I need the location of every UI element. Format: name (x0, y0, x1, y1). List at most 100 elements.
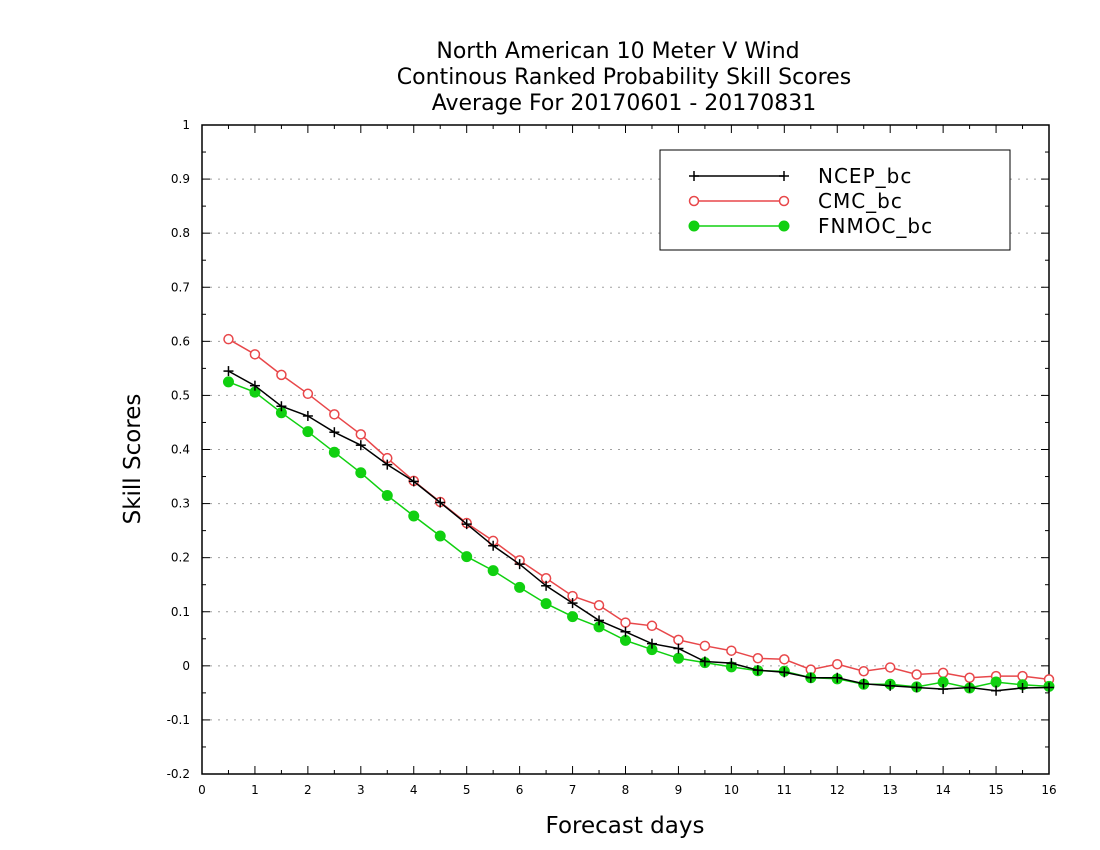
chart-title-line-3: Average For 20170601 - 20170831 (432, 91, 817, 116)
data-point-ncep-bc (567, 598, 578, 609)
data-point-ncep-bc (382, 459, 393, 470)
data-point-ncep-bc (355, 440, 366, 451)
x-tick-label: 7 (569, 783, 577, 797)
y-tick-label: 0.5 (171, 388, 190, 402)
y-tick-label: 0.9 (171, 172, 190, 186)
data-point-cmc-bc (937, 667, 949, 679)
data-point-ncep-bc (726, 658, 737, 669)
y-tick-label: -0.2 (167, 767, 190, 781)
legend-label-fnmoc-bc: FNMOC_bc (818, 214, 933, 238)
data-point-ncep-bc (514, 559, 525, 570)
data-point-fnmoc-bc (540, 598, 552, 610)
x-tick-label: 2 (304, 783, 312, 797)
data-point-fnmoc-bc (381, 489, 393, 501)
data-point-ncep-bc (699, 656, 710, 667)
data-point-cmc-bc (726, 645, 737, 656)
y-axis-label: Skill Scores (120, 394, 146, 525)
x-tick-label: 12 (830, 783, 845, 797)
data-point-cmc-bc (620, 617, 631, 628)
data-point-ncep-bc (752, 665, 763, 676)
data-point-ncep-bc (673, 643, 684, 654)
data-point-ncep-bc (1017, 683, 1028, 694)
x-tick-label: 0 (198, 783, 206, 797)
y-tick-label: 0.3 (171, 497, 190, 511)
chart-title-line-2: Continous Ranked Probability Skill Score… (397, 65, 851, 90)
data-point-fnmoc-bc (302, 426, 314, 438)
x-tick-label: 5 (463, 783, 471, 797)
data-point-cmc-bc (884, 662, 896, 673)
data-point-ncep-bc (488, 540, 499, 551)
data-point-ncep-bc (223, 366, 234, 377)
data-point-ncep-bc (1044, 682, 1054, 693)
data-point-ncep-bc (991, 685, 1002, 696)
data-point-fnmoc-bc (434, 530, 446, 542)
data-point-ncep-bc (779, 667, 790, 678)
x-tick-label: 1 (251, 783, 259, 797)
data-point-cmc-bc (329, 409, 340, 420)
y-tick-label: 0.7 (171, 280, 190, 294)
x-tick-label: 4 (410, 783, 418, 797)
series-group (222, 333, 1055, 696)
data-point-ncep-bc (805, 672, 816, 683)
data-point-fnmoc-bc (990, 676, 1002, 688)
data-point-ncep-bc (964, 682, 975, 693)
data-point-ncep-bc (276, 401, 287, 412)
legend-marker-fnmoc-bc (778, 220, 790, 232)
data-point-ncep-bc (832, 672, 843, 683)
legend-marker-ncep-bc (689, 171, 699, 181)
data-point-fnmoc-bc (355, 467, 367, 479)
data-point-cmc-bc (832, 658, 843, 670)
data-point-ncep-bc (249, 380, 260, 391)
series-line-cmc-bc (228, 338, 1050, 681)
legend-item-cmc-bc: CMC_bc (688, 189, 903, 213)
legend-marker-fnmoc-bc (688, 220, 700, 232)
data-point-ncep-bc (461, 519, 472, 530)
x-axis-label: Forecast days (546, 813, 705, 839)
data-point-fnmoc-bc (461, 551, 473, 563)
y-tick-label: -0.1 (167, 713, 190, 727)
legend-marker-ncep-bc (779, 171, 789, 181)
data-point-ncep-bc (435, 497, 446, 508)
y-tick-label: 0.2 (171, 551, 190, 565)
data-point-ncep-bc (620, 626, 631, 637)
x-tick-label: 13 (883, 783, 898, 797)
data-point-cmc-bc (779, 654, 790, 665)
x-tick-label: 16 (1041, 783, 1056, 797)
y-tick-label: 0.6 (171, 334, 190, 348)
data-point-fnmoc-bc (672, 652, 684, 664)
y-tick-label: 0.1 (171, 605, 190, 619)
x-tick-label: 10 (724, 783, 739, 797)
x-tick-label: 11 (777, 783, 792, 797)
data-point-ncep-bc (858, 678, 869, 689)
chart-title-line-1: North American 10 Meter V Wind (436, 39, 799, 64)
legend-label-cmc-bc: CMC_bc (818, 189, 903, 213)
data-point-cmc-bc (858, 665, 869, 677)
data-point-cmc-bc (302, 388, 314, 400)
legend-marker-cmc-bc (778, 195, 790, 207)
plot-area-frame (201, 124, 1050, 775)
y-tick-label: 0.4 (171, 443, 190, 457)
legend-item-ncep-bc: NCEP_bc (689, 164, 912, 188)
data-point-cmc-bc (593, 600, 605, 611)
x-tick-label: 3 (357, 783, 365, 797)
series-line-ncep-bc (228, 370, 1050, 692)
x-tick-label: 9 (675, 783, 683, 797)
data-point-ncep-bc (541, 580, 552, 591)
data-point-ncep-bc (302, 410, 313, 421)
data-point-ncep-bc (408, 476, 419, 487)
data-point-fnmoc-bc (487, 565, 499, 577)
data-point-fnmoc-bc (620, 634, 631, 646)
x-tick-label: 6 (516, 783, 524, 797)
data-point-cmc-bc (752, 653, 764, 664)
data-point-cmc-bc (911, 669, 922, 680)
legend-label-ncep-bc: NCEP_bc (818, 164, 912, 188)
chart-title: North American 10 Meter V Wind Continous… (397, 39, 851, 116)
data-point-ncep-bc (938, 684, 949, 695)
data-point-cmc-bc (355, 429, 367, 440)
data-point-cmc-bc (964, 672, 975, 683)
data-point-ncep-bc (885, 680, 896, 691)
x-tick-label: 8 (622, 783, 630, 797)
data-point-ncep-bc (594, 615, 605, 626)
